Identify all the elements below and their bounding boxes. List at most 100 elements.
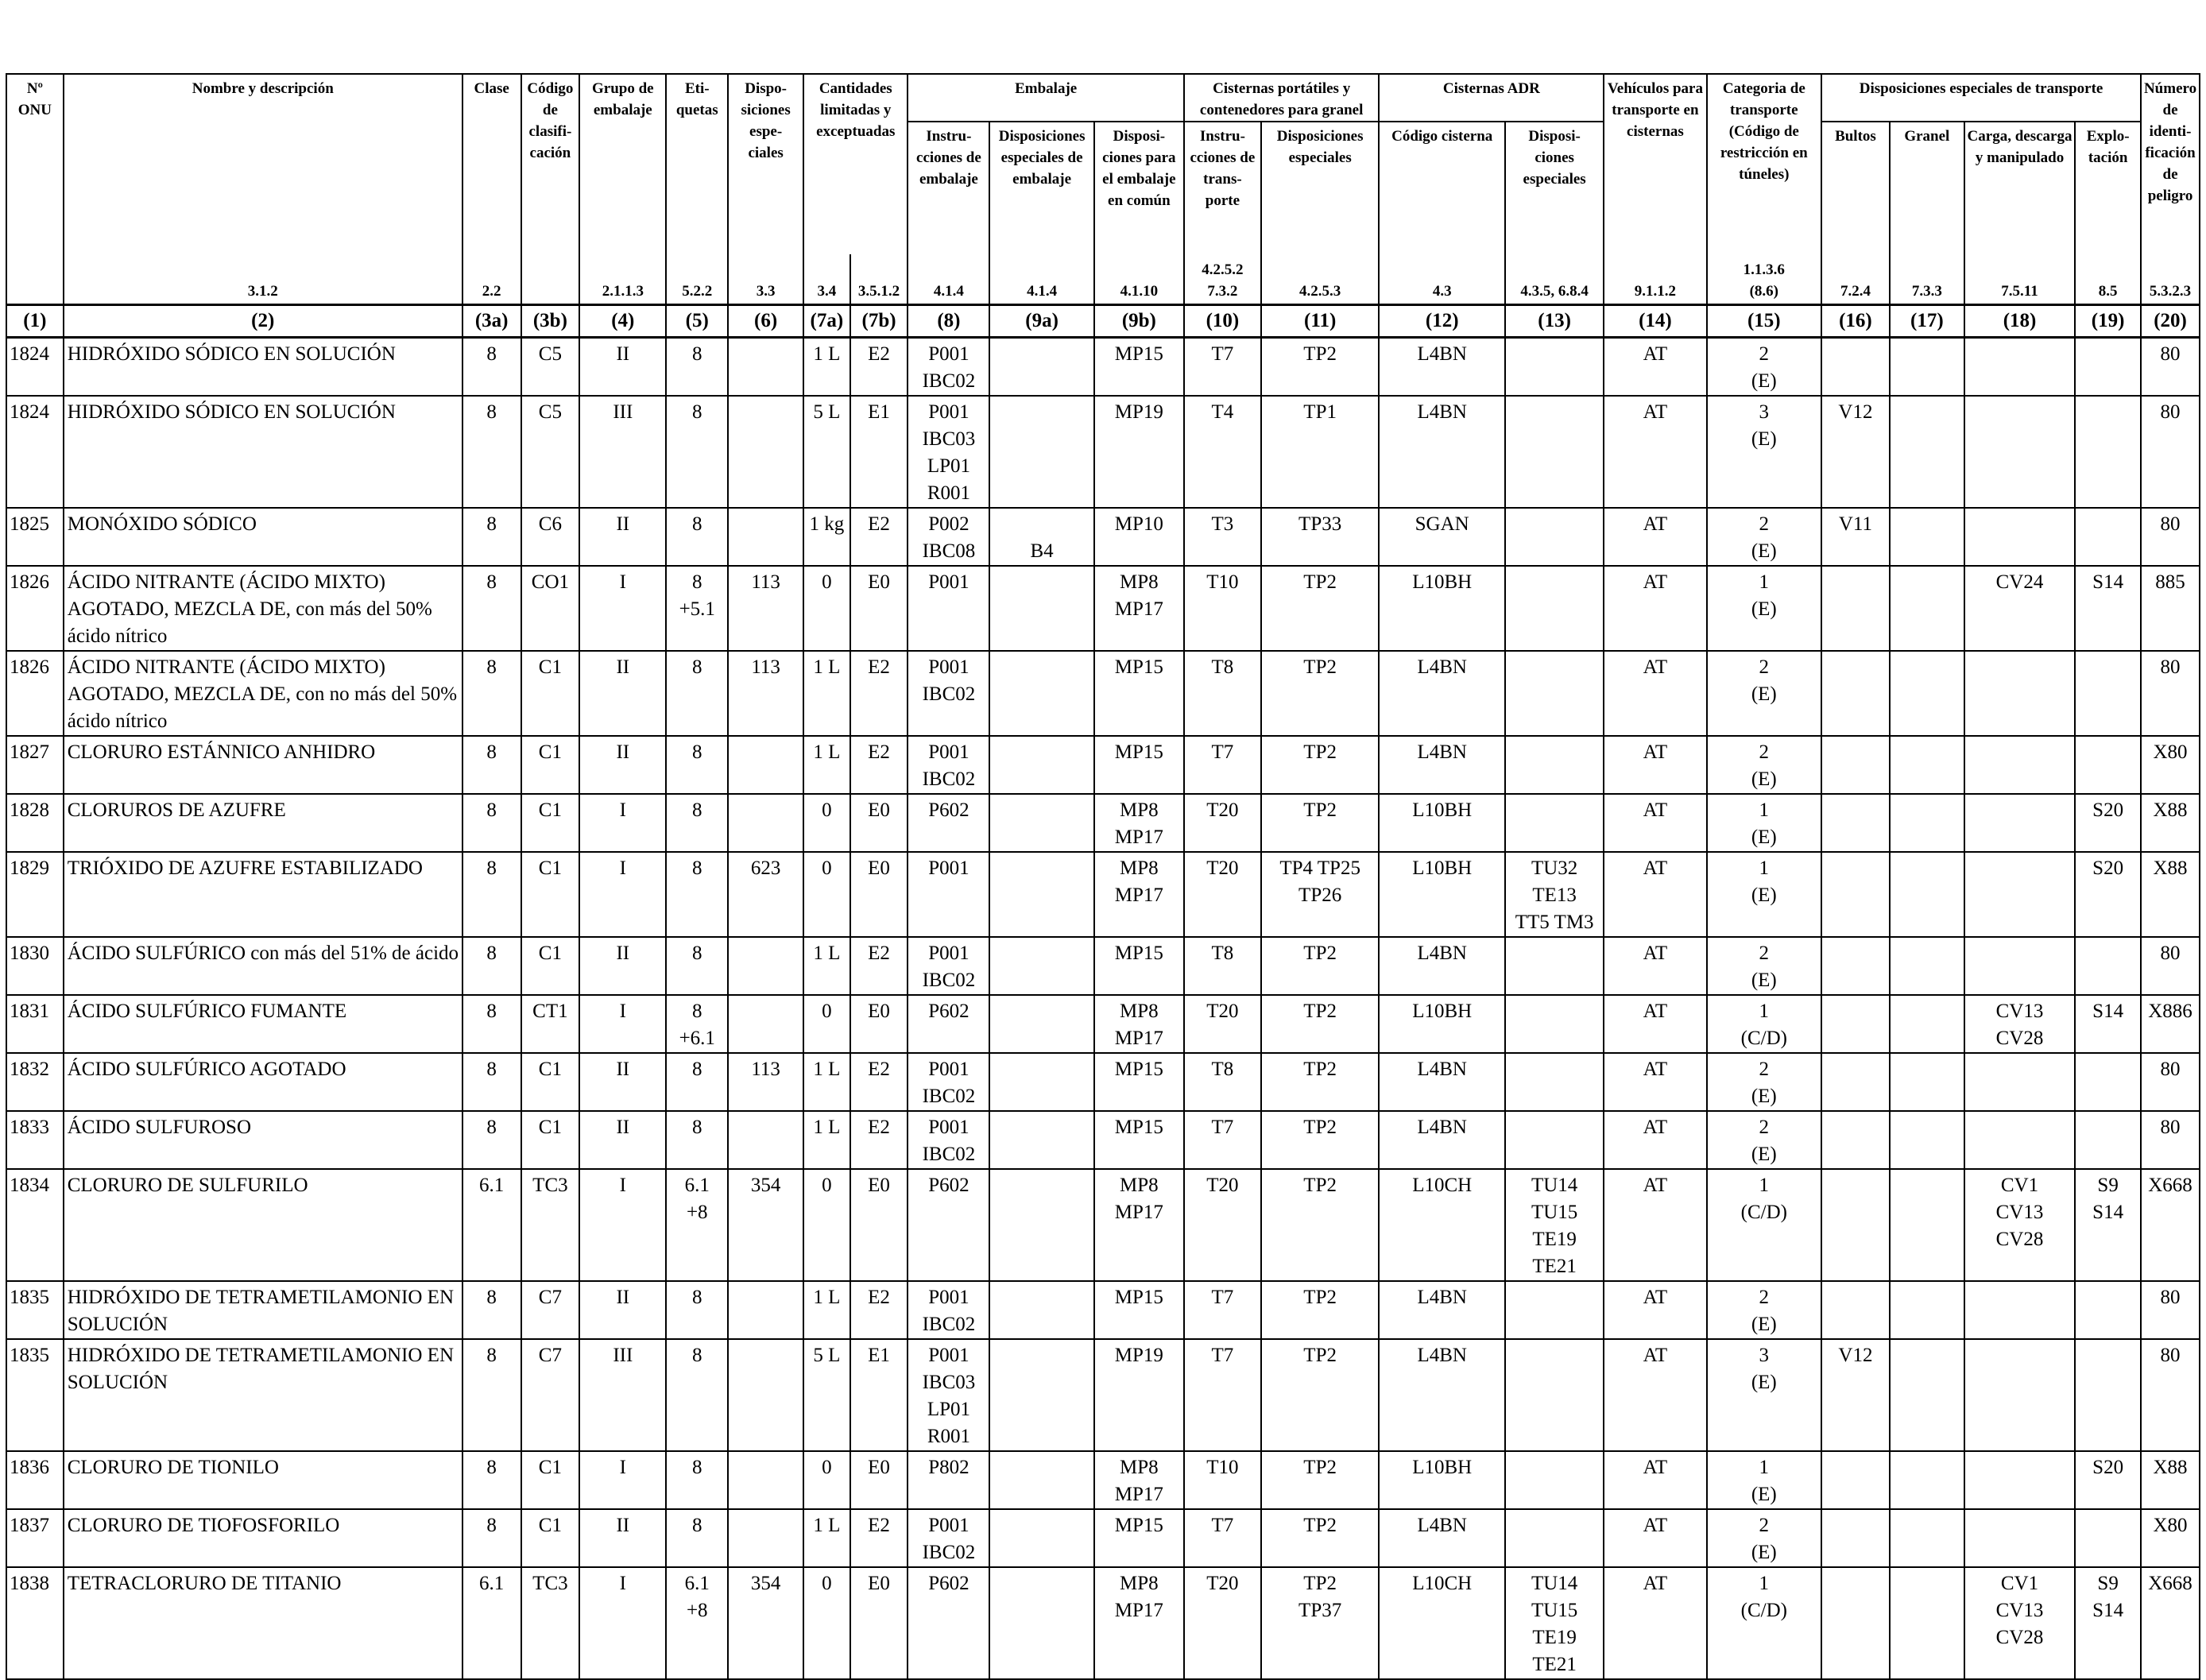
table-cell bbox=[989, 1450, 1095, 1510]
substance-name-cell: HIDRÓXIDO SÓDICO EN SOLUCIÓN bbox=[62, 336, 463, 397]
un-number-cell: 1836 bbox=[6, 1450, 64, 1510]
table-cell: 0 bbox=[803, 1450, 851, 1510]
table-cell: TC3 bbox=[520, 1566, 581, 1680]
un-number-cell: 1835 bbox=[6, 1280, 64, 1340]
reference-cell: 4.1.4 bbox=[989, 254, 1095, 306]
header-disp-esp-adr: Disposi- ciones especiales bbox=[1504, 121, 1605, 254]
table-cell bbox=[1504, 650, 1605, 737]
table-cell: AT bbox=[1603, 507, 1708, 567]
table-cell: MP8 MP17 bbox=[1093, 851, 1185, 938]
table-cell: 2 (E) bbox=[1705, 336, 1823, 397]
table-cell: P001 IBC02 bbox=[907, 1110, 991, 1170]
substance-name-cell: HIDRÓXIDO SÓDICO EN SOLUCIÓN bbox=[62, 395, 463, 509]
un-number-cell: 1827 bbox=[6, 735, 64, 795]
table-row: 1825 MONÓXIDO SÓDICO 8 C6 II 8 1 kg E2 P002 IBC0… bbox=[6, 507, 2200, 567]
table-cell: C1 bbox=[520, 936, 581, 996]
table-cell: II bbox=[579, 650, 668, 737]
table-cell: 3 (E) bbox=[1705, 1338, 1823, 1452]
table-cell: MP15 bbox=[1093, 336, 1185, 397]
un-number-cell: 1838 bbox=[6, 1566, 64, 1680]
table-cell: MP8 MP17 bbox=[1093, 1450, 1185, 1510]
table-cell bbox=[989, 1280, 1095, 1340]
table-row: 1835 HIDRÓXIDO DE TETRAMETILAMONIO EN SOL… bbox=[6, 1280, 2200, 1340]
table-cell: T8 bbox=[1182, 1052, 1262, 1112]
header-numero-peligro: Número de identi- ficación de peligro bbox=[2140, 73, 2200, 254]
table-cell: 8 bbox=[461, 793, 522, 853]
table-cell: P001 IBC02 bbox=[907, 1052, 991, 1112]
table-cell: II bbox=[579, 1508, 668, 1568]
table-cell: II bbox=[579, 936, 668, 996]
table-cell bbox=[989, 336, 1095, 397]
table-cell bbox=[727, 793, 805, 853]
table-cell bbox=[1888, 1566, 1965, 1680]
table-cell bbox=[727, 1280, 805, 1340]
table-cell bbox=[1963, 1508, 2076, 1568]
table-cell: P602 bbox=[907, 994, 991, 1054]
table-cell: P602 bbox=[907, 1566, 991, 1680]
table-cell bbox=[727, 1450, 805, 1510]
table-cell: AT bbox=[1603, 1280, 1708, 1340]
table-cell bbox=[727, 994, 805, 1054]
table-cell: AT bbox=[1603, 793, 1708, 853]
table-cell bbox=[1821, 851, 1891, 938]
table-cell: S20 bbox=[2074, 1450, 2142, 1510]
reference-cell: 1.1.3.6 (8.6) bbox=[1705, 254, 1823, 306]
table-cell: 80 bbox=[2140, 1052, 2200, 1112]
reference-cell: 5.3.2.3 bbox=[2140, 254, 2200, 306]
table-cell bbox=[1504, 735, 1605, 795]
column-number: (19) bbox=[2074, 304, 2142, 339]
table-cell: TC3 bbox=[520, 1168, 581, 1282]
table-cell bbox=[1888, 735, 1965, 795]
column-number: (12) bbox=[1378, 304, 1506, 339]
table-cell: 1 (C/D) bbox=[1705, 994, 1823, 1054]
column-number: (15) bbox=[1705, 304, 1823, 339]
header-carga: Carga, descarga y manipulado bbox=[1963, 121, 2076, 254]
table-cell: 1 (E) bbox=[1705, 851, 1823, 938]
header-disp-especiales: Dispo- siciones espe- ciales bbox=[727, 73, 805, 254]
table-cell: C6 bbox=[520, 507, 581, 567]
table-row: 1826 ÁCIDO NITRANTE (ÁCIDO MIXTO) AGOTADO… bbox=[6, 565, 2200, 652]
table-row: 1828 CLORUROS DE AZUFRE 8 C1 I 8 0 E0 P602 MP8 M… bbox=[6, 793, 2200, 853]
header-embalaje: Embalaje bbox=[907, 73, 1185, 122]
table-cell: X668 bbox=[2140, 1168, 2200, 1282]
table-cell: 8 +6.1 bbox=[665, 994, 730, 1054]
header-explotacion: Explo- tación bbox=[2074, 121, 2142, 254]
table-cell: MP15 bbox=[1093, 650, 1185, 737]
table-cell bbox=[1504, 1110, 1605, 1170]
table-row: 1834 CLORURO DE SULFURILO 6.1 TC3 I 6.1 +8 354 0… bbox=[6, 1168, 2200, 1282]
table-cell: MP10 bbox=[1093, 507, 1185, 567]
table-cell: TU32 TE13 TT5 TM3 bbox=[1504, 851, 1605, 938]
table-cell: AT bbox=[1603, 565, 1708, 652]
table-cell: P001 IBC03 LP01 R001 bbox=[907, 1338, 991, 1452]
table-cell: L4BN bbox=[1378, 1280, 1506, 1340]
table-cell: X80 bbox=[2140, 1508, 2200, 1568]
table-cell: 0 bbox=[803, 851, 851, 938]
table-cell: P602 bbox=[907, 793, 991, 853]
reference-cell: 9.1.1.2 bbox=[1603, 254, 1708, 306]
table-cell: MP15 bbox=[1093, 1110, 1185, 1170]
header-categoria: Categoria de transporte (Código de restr… bbox=[1705, 73, 1823, 254]
table-cell: 2 (E) bbox=[1705, 1052, 1823, 1112]
table-cell: TU14 TU15 TE19 TE21 bbox=[1504, 1168, 1605, 1282]
table-cell: 8 bbox=[461, 1110, 522, 1170]
header-disp-embalaje-comun: Disposi- ciones para el embalaje en comú… bbox=[1093, 121, 1185, 254]
un-number-cell: 1830 bbox=[6, 936, 64, 996]
table-cell bbox=[989, 1338, 1095, 1452]
table-cell: L10CH bbox=[1378, 1566, 1506, 1680]
table-cell: 1 L bbox=[803, 1508, 851, 1568]
un-number-cell: 1826 bbox=[6, 650, 64, 737]
table-row: 1838 TETRACLORURO DE TITANIO 6.1 TC3 I 6.1 +8 3… bbox=[6, 1566, 2200, 1680]
table-cell bbox=[1504, 1052, 1605, 1112]
header-granel: Granel bbox=[1888, 121, 1965, 254]
table-cell: X88 bbox=[2140, 851, 2200, 938]
table-cell: AT bbox=[1603, 1168, 1708, 1282]
un-number-cell: 1831 bbox=[6, 994, 64, 1054]
table-cell bbox=[1821, 1280, 1891, 1340]
table-cell: 2 (E) bbox=[1705, 1508, 1823, 1568]
table-row: 1837 CLORURO DE TIOFOSFORILO 8 C1 II 8 1 L E2 P… bbox=[6, 1508, 2200, 1568]
table-cell: 80 bbox=[2140, 650, 2200, 737]
table-cell: TP2 bbox=[1260, 1338, 1380, 1452]
reference-cell bbox=[520, 254, 581, 306]
table-header: Nº ONU Nombre y descripción Clase Código… bbox=[6, 73, 2200, 339]
table-cell bbox=[2074, 650, 2142, 737]
